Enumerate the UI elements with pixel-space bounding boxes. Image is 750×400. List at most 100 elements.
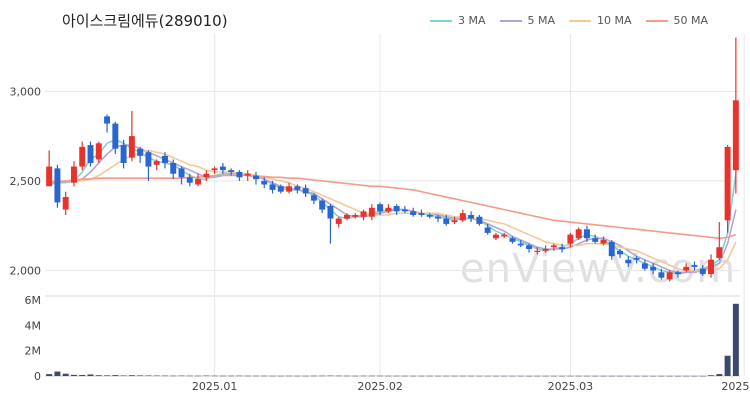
volume-bar (542, 375, 549, 377)
candle-body (228, 170, 235, 172)
volume-bar (617, 375, 624, 377)
candle-body (608, 241, 615, 257)
candle-body (418, 213, 425, 215)
volume-bar (716, 374, 723, 376)
volume-bar (203, 375, 210, 377)
candle-body (559, 247, 566, 249)
candle-body (170, 163, 177, 174)
volume-bar (228, 375, 235, 377)
date-tick-label: 2025.02 (357, 380, 403, 393)
candle (393, 204, 400, 215)
volume-bar (592, 375, 599, 377)
volume-axis: 0 2M 4M 6M (25, 294, 42, 383)
candle (716, 222, 723, 260)
volume-bar (583, 375, 590, 377)
volume-bar (501, 375, 508, 377)
candle (253, 171, 259, 185)
candle-body (666, 272, 673, 280)
candle (534, 247, 541, 255)
candle (724, 145, 731, 233)
candle-body (219, 166, 226, 171)
candle (410, 207, 417, 217)
volume-bar (641, 375, 648, 377)
candle (186, 173, 193, 187)
price-axis: 2,000 2,500 3,000 (10, 85, 42, 277)
candle-body (476, 216, 483, 224)
candle-body (62, 197, 69, 210)
candle-body (244, 173, 251, 176)
volume-bar (393, 375, 400, 377)
candle-body (732, 100, 739, 171)
chart-title: 아이스크림에듀(289010) (62, 12, 228, 30)
candle (244, 170, 251, 181)
candle-body (600, 240, 607, 244)
volume-bar (401, 375, 408, 377)
candle-body (426, 214, 433, 217)
volume-bar (426, 375, 433, 377)
candle (625, 256, 632, 267)
candle (219, 163, 226, 174)
candle (377, 202, 384, 215)
candle-body (261, 180, 268, 185)
legend-swatch (645, 19, 668, 22)
candle (352, 213, 359, 219)
candle (54, 164, 61, 208)
volume-bar (418, 375, 425, 377)
volume-bar (492, 375, 499, 377)
volume-tick-label: 0 (34, 370, 41, 383)
volume-bar (534, 375, 541, 377)
candle-body (509, 238, 516, 242)
volume-bar (724, 355, 731, 376)
candle (178, 166, 185, 185)
candle-body (550, 245, 557, 248)
volume-bar (468, 375, 475, 377)
candle (583, 225, 590, 242)
candle-body (517, 243, 524, 246)
volume-bar (699, 375, 706, 377)
candle-body (567, 234, 574, 244)
candle (492, 232, 499, 241)
candle (344, 213, 350, 221)
watermark: enViewV.com (460, 246, 737, 292)
candle (451, 216, 458, 224)
volume-bar (261, 375, 268, 377)
candle-body (112, 123, 119, 149)
candle (128, 111, 135, 162)
candle (559, 243, 566, 253)
candle (145, 150, 152, 181)
legend-label: 3 MA (458, 14, 486, 27)
volume-tick-label: 4M (25, 319, 42, 332)
candle-body (46, 166, 53, 187)
volume-bar (327, 375, 334, 377)
volume-bar (435, 375, 441, 377)
candle-body (327, 206, 334, 219)
candle (592, 234, 599, 244)
candle (468, 211, 475, 223)
candle (368, 204, 375, 221)
candle-body (377, 204, 384, 212)
date-tick-label: 2025.03 (548, 380, 594, 393)
candle-body (526, 245, 532, 249)
candle-body (716, 247, 723, 258)
candle-body (253, 175, 259, 180)
volume-bar (302, 375, 309, 377)
candle (641, 259, 648, 271)
volume-bar (219, 375, 226, 377)
candle-body (368, 207, 375, 217)
candle-body (302, 188, 309, 194)
volume-bar (120, 375, 127, 376)
candle-body (674, 272, 681, 275)
candle (435, 214, 441, 223)
candle (666, 270, 673, 282)
candle-body (137, 148, 144, 156)
volume-bar (683, 375, 690, 377)
candle (161, 152, 168, 169)
candle-body (161, 155, 168, 163)
candle (70, 161, 77, 187)
candle (658, 268, 665, 280)
volume-bar (600, 375, 607, 377)
candle (360, 209, 367, 221)
candle-body (145, 152, 152, 167)
candle-body (319, 200, 326, 210)
candle-body (641, 263, 648, 269)
